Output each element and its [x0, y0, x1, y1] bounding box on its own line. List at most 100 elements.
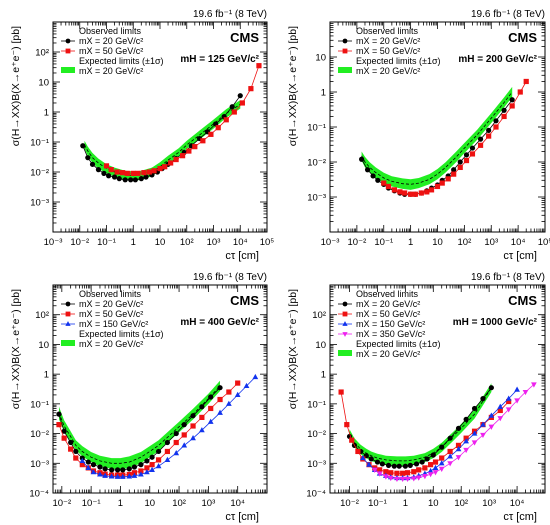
data-point [217, 385, 223, 391]
data-point [427, 467, 434, 474]
data-point [180, 153, 186, 159]
x-tick-label: 1 [403, 498, 408, 509]
legend-entry: mX = 50 GeV/c² [79, 46, 143, 56]
data-point [477, 142, 484, 148]
x-tick-label: 10 [155, 237, 166, 248]
data-point [457, 164, 463, 171]
data-point [79, 457, 86, 464]
data-point [455, 445, 462, 452]
lumi-label: 19.6 fb⁻¹ (8 TeV) [193, 272, 267, 283]
expected-band [349, 383, 492, 467]
data-point [418, 190, 424, 196]
data-point [438, 466, 445, 472]
data-point [237, 93, 243, 99]
legend-marker [65, 301, 71, 307]
data-point [239, 100, 245, 106]
data-point [149, 454, 155, 460]
expected-median-line [58, 385, 221, 464]
data-point [455, 425, 462, 431]
data-point [493, 118, 499, 124]
legend-band-swatch [61, 340, 75, 346]
series-circle [346, 385, 494, 469]
data-point [531, 382, 537, 388]
lumi-label: 19.6 fb⁻¹ (8 TeV) [471, 272, 545, 283]
data-point [138, 468, 144, 474]
data-point [509, 97, 515, 103]
data-point [379, 461, 385, 467]
data-point [155, 448, 162, 455]
data-point [85, 459, 91, 465]
legend-marker [342, 38, 348, 44]
plot-frame [52, 284, 268, 494]
legend-marker [342, 332, 348, 337]
data-point [256, 63, 262, 69]
data-point [149, 466, 155, 472]
data-point [364, 167, 371, 173]
data-point [455, 442, 462, 448]
data-point [151, 168, 157, 174]
data-point [493, 124, 499, 130]
data-point [463, 152, 470, 158]
data-point [415, 475, 422, 481]
x-tick-label: 10² [458, 237, 472, 248]
data-point [388, 470, 394, 476]
x-axis-title: cτ [cm] [225, 250, 259, 262]
legend-entry: mX = 20 GeV/c² [356, 66, 420, 76]
data-point [186, 148, 192, 154]
y-tick-label: 10 [38, 78, 49, 89]
data-point [399, 476, 406, 482]
data-point [505, 395, 512, 401]
legend-band-swatch [338, 67, 352, 73]
data-point [131, 464, 138, 470]
data-point [338, 389, 344, 395]
data-point [131, 472, 138, 478]
data-point [412, 191, 418, 197]
data-point [416, 467, 422, 473]
data-point [505, 407, 512, 413]
data-point [61, 428, 67, 434]
legend-entry: mX = 50 GeV/c² [79, 309, 143, 319]
data-point [199, 414, 205, 421]
data-point [486, 133, 492, 139]
y-tick-label: 10⁻³ [307, 193, 326, 204]
legend-observed-header: Observed limits [79, 289, 142, 299]
plot-area [359, 78, 529, 197]
data-point [497, 416, 504, 422]
data-point [447, 461, 453, 467]
legend-marker [342, 301, 348, 307]
data-point [128, 177, 134, 183]
data-point [119, 473, 126, 479]
legend-expected-header: Expected limits (±1σ) [356, 339, 441, 349]
data-point [192, 144, 198, 150]
data-point [432, 470, 439, 476]
data-point [427, 472, 434, 478]
legend-observed-header: Observed limits [356, 289, 419, 299]
legend-entry: mX = 350 GeV/c² [356, 329, 425, 339]
data-point [56, 411, 62, 417]
data-point [397, 189, 403, 195]
data-point [226, 389, 232, 395]
data-point [480, 396, 486, 402]
data-point [73, 448, 79, 455]
data-point [445, 176, 451, 182]
expected-median-line [349, 387, 492, 462]
x-tick-label: 10⁻¹ [374, 237, 393, 248]
data-point [451, 167, 457, 173]
data-point [381, 180, 387, 186]
cms-label: CMS [230, 30, 259, 45]
data-point [455, 455, 462, 461]
legend-expected-header: Expected limits (±1σ) [79, 329, 164, 339]
data-point [407, 462, 413, 468]
data-point [73, 455, 79, 461]
data-point [90, 462, 97, 468]
data-point [120, 170, 126, 176]
data-point [164, 439, 171, 446]
cms-label: CMS [508, 293, 537, 308]
x-tick-label: 1 [118, 498, 123, 509]
data-point [226, 400, 232, 406]
data-point [488, 385, 494, 391]
data-point [432, 459, 439, 465]
data-point [143, 174, 149, 180]
y-tick-label: 10 [38, 340, 49, 351]
